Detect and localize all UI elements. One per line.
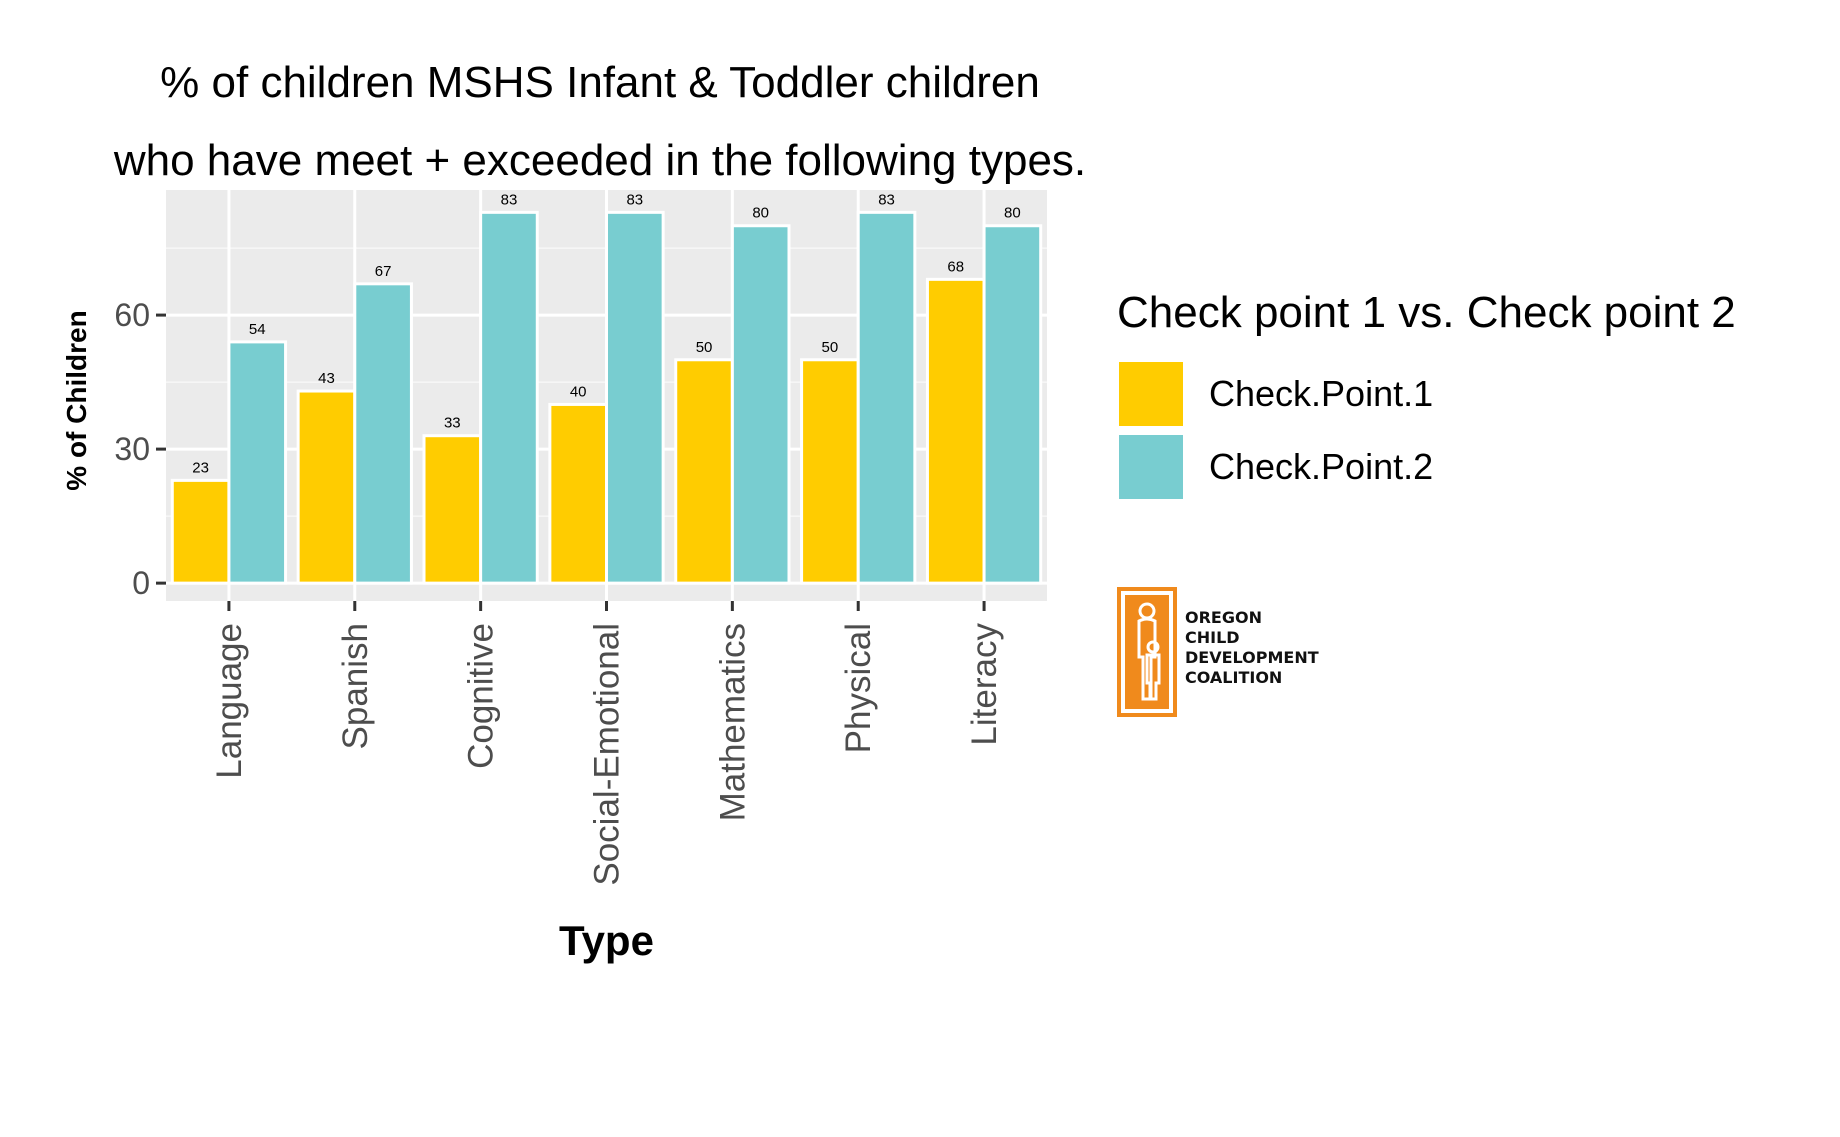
legend-item-check-point-2: Check.Point.2 (1117, 432, 1433, 502)
legend-key-check-point-2 (1117, 433, 1185, 501)
chart-title-line-1: % of children MSHS Infant & Toddler chil… (160, 58, 1040, 107)
x-tick-label: Language (210, 623, 249, 779)
y-tick-label: 30 (114, 431, 150, 467)
bar-check-point-2-physical (856, 210, 917, 585)
data-label: 83 (878, 191, 895, 208)
bar-check-point-1-physical (800, 358, 860, 585)
y-axis-title: % of Children (61, 310, 92, 490)
y-tick-label: 0 (132, 565, 150, 601)
legend-label-check-point-1: Check.Point.1 (1209, 373, 1434, 414)
legend-label-check-point-2: Check.Point.2 (1209, 446, 1434, 487)
data-label: 68 (947, 258, 964, 275)
x-tick-label: Spanish (336, 623, 375, 749)
data-label: 33 (444, 415, 461, 432)
logo-figure-panel (1125, 595, 1169, 709)
logo-text-line-1: OREGON (1185, 608, 1262, 627)
bar-check-point-2-literacy (982, 224, 1043, 585)
data-label: 83 (626, 191, 643, 208)
legend-key-check-point-1 (1117, 360, 1185, 428)
x-tick-label: Social-Emotional (588, 623, 627, 886)
data-label: 80 (752, 205, 769, 222)
bar-check-point-2-language (227, 340, 288, 585)
data-label: 40 (570, 383, 587, 400)
ocdc-logo: OREGON CHILD DEVELOPMENT COALITION (1117, 587, 1319, 717)
legend-item-check-point-1: Check.Point.1 (1117, 359, 1433, 429)
data-label: 50 (696, 339, 713, 356)
bar-check-point-2-social-emotional (605, 210, 665, 585)
bar-check-point-2-mathematics (730, 224, 791, 585)
data-label: 50 (822, 339, 839, 356)
logo-text-line-3: DEVELOPMENT (1185, 648, 1319, 667)
data-label: 23 (192, 459, 209, 476)
y-tick-label: 60 (114, 297, 150, 333)
bar-check-point-1-social-emotional (548, 402, 608, 585)
x-tick-label: Cognitive (462, 623, 501, 769)
bar-check-point-1-literacy (925, 277, 986, 585)
bar-check-point-1-language (170, 478, 231, 585)
chart-title-line-2: who have meet + exceeded in the followin… (113, 136, 1087, 185)
data-label: 80 (1004, 205, 1021, 222)
logo-frame (1117, 587, 1177, 717)
data-label: 83 (501, 191, 518, 208)
x-tick-label: Mathematics (713, 623, 752, 821)
bar-check-point-1-mathematics (674, 358, 734, 585)
legend-title: Check point 1 vs. Check point 2 (1117, 288, 1736, 337)
bar-check-point-1-spanish (296, 389, 357, 585)
data-label: 67 (375, 263, 392, 280)
bar-check-point-1-cognitive (422, 434, 483, 585)
bar-check-point-2-spanish (353, 282, 413, 585)
data-label: 43 (318, 370, 335, 387)
logo-figures-icon (1137, 602, 1161, 701)
data-label: 54 (249, 321, 266, 338)
x-axis-title: Type (559, 917, 654, 964)
x-tick-label: Literacy (965, 623, 1004, 746)
logo-text-line-4: COALITION (1185, 668, 1282, 687)
logo-text-line-2: CHILD (1185, 628, 1240, 647)
x-tick-label: Physical (839, 623, 878, 753)
bar-check-point-2-cognitive (479, 210, 539, 585)
